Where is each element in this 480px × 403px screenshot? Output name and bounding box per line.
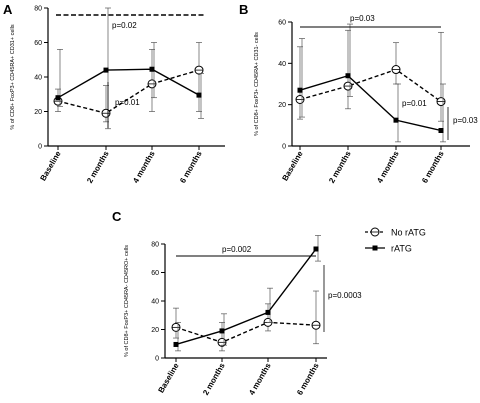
y-tick-label: 40 bbox=[34, 75, 42, 82]
data-point-filled-square bbox=[313, 246, 319, 252]
y-axis-label: % of CD8+ FoxP3+ CD45RA+ CD31- cells bbox=[254, 32, 260, 136]
data-point-filled-square bbox=[55, 95, 61, 101]
x-tick-label: 4 months bbox=[131, 149, 157, 185]
panel-letter: C bbox=[112, 209, 122, 224]
y-tick-label: 60 bbox=[278, 20, 286, 27]
panel-letter: A bbox=[3, 2, 13, 17]
p-value-annotation: p=0.01 bbox=[115, 98, 140, 107]
data-point-filled-square bbox=[103, 67, 109, 73]
x-tick-label: Baseline bbox=[280, 149, 305, 182]
legend-label: No rATG bbox=[391, 228, 426, 238]
series-ratg bbox=[173, 235, 321, 352]
x-tick-label: Baseline bbox=[156, 361, 181, 394]
data-point-filled-square bbox=[393, 117, 399, 123]
y-axis-label: % of CD8+ FoxP3+ CD45RA- CD45RO+ cells bbox=[124, 245, 130, 357]
legend-item-ratg: rATG bbox=[365, 244, 412, 254]
y-tick-label: 20 bbox=[278, 102, 286, 109]
y-tick-label: 60 bbox=[151, 270, 159, 277]
y-tick-label: 20 bbox=[151, 327, 159, 334]
data-point-filled-square bbox=[345, 73, 351, 79]
p-value-annotation: p=0.01 bbox=[402, 99, 427, 108]
data-point-filled-square bbox=[196, 92, 202, 98]
y-tick-label: 40 bbox=[278, 61, 286, 68]
panel-a: A 0 20 40 60 80 % of CD8+ FoxP3+ CD45RA+ CD31+… bbox=[3, 2, 225, 185]
y-axis-label: % of CD8+ FoxP3+ CD45RA+ CD31+ cells bbox=[10, 24, 16, 129]
p-value-annotation: p=0.03 bbox=[453, 116, 478, 125]
data-point-filled-square bbox=[219, 328, 225, 334]
x-tick-label: Baseline bbox=[38, 149, 63, 182]
data-point-filled-square bbox=[297, 87, 303, 93]
y-tick-label: 20 bbox=[34, 109, 42, 116]
legend-label: rATG bbox=[391, 244, 412, 254]
series-ratg bbox=[297, 23, 446, 143]
x-tick-label: 6 months bbox=[178, 149, 204, 185]
data-point-filled-square bbox=[438, 128, 444, 133]
y-tick-label: 0 bbox=[282, 144, 286, 151]
panel-c: C 0 20 40 60 80 % of CD8+ FoxP3+ CD45RA- CD45R… bbox=[112, 209, 362, 397]
legend-item-no-ratg: No rATG bbox=[365, 227, 426, 238]
x-tick-label: 2 months bbox=[327, 149, 353, 185]
series-line-dashed bbox=[175, 321, 317, 344]
panel-b: B 0 20 40 60 % of CD8+ FoxP3+ CD45RA+ CD31- c… bbox=[239, 2, 478, 185]
x-tick-label: 2 months bbox=[201, 361, 227, 397]
series-line-solid bbox=[57, 68, 200, 99]
y-tick-label: 0 bbox=[155, 356, 159, 363]
y-tick-label: 80 bbox=[151, 242, 159, 249]
data-point-filled-square bbox=[265, 309, 271, 315]
legend: No rATG rATG bbox=[365, 227, 426, 254]
p-value-annotation: p=0.002 bbox=[222, 245, 252, 254]
p-value-annotation: p=0.02 bbox=[112, 21, 137, 30]
data-point-filled-square bbox=[149, 66, 155, 72]
series-line-dashed bbox=[299, 68, 442, 103]
y-tick-label: 80 bbox=[34, 6, 42, 13]
x-tick-label: 6 months bbox=[295, 361, 321, 397]
data-point-filled-square bbox=[173, 341, 179, 347]
y-tick-label: 60 bbox=[34, 40, 42, 47]
p-value-annotation: p=0.03 bbox=[350, 14, 375, 23]
series-no-ratg bbox=[53, 42, 204, 123]
p-value-annotation: p=0.0003 bbox=[328, 291, 362, 300]
x-tick-label: 6 months bbox=[420, 149, 446, 185]
series-line-solid bbox=[299, 74, 442, 132]
x-tick-label: 2 months bbox=[85, 149, 111, 185]
x-tick-label: 4 months bbox=[375, 149, 401, 185]
y-tick-label: 0 bbox=[38, 144, 42, 151]
x-tick-label: 4 months bbox=[247, 361, 273, 397]
panel-letter: B bbox=[239, 2, 248, 17]
series-line-solid bbox=[175, 248, 317, 346]
y-tick-label: 40 bbox=[151, 299, 159, 306]
legend-marker-filled-square bbox=[372, 245, 378, 251]
